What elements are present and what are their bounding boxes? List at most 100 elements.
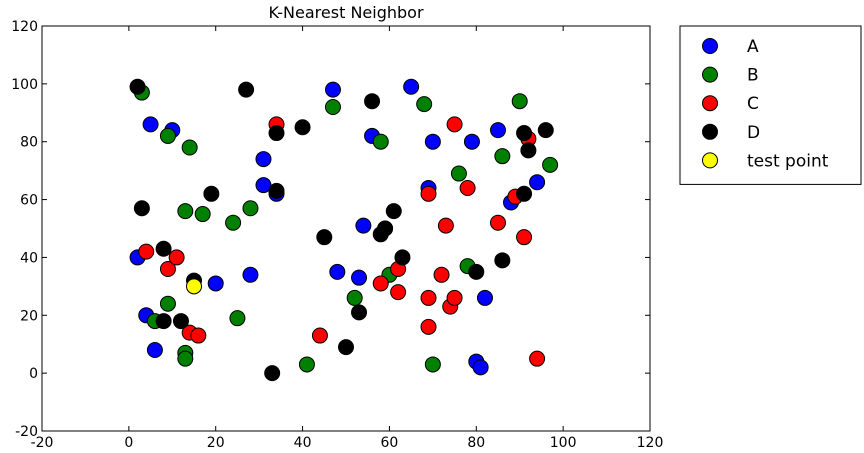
- data-point: [324, 99, 341, 115]
- data-point: [433, 266, 450, 283]
- x-tick-label: 20: [207, 435, 225, 451]
- y-tick-label: 100: [11, 77, 38, 93]
- data-point: [372, 275, 389, 292]
- data-point: [437, 217, 454, 234]
- x-tick-label: 40: [294, 435, 312, 451]
- x-tick-label: 80: [467, 435, 485, 451]
- data-point: [372, 133, 389, 150]
- data-point: [133, 200, 150, 217]
- axis-ticks: -20 0 20 40 60 80 100 120 -20 0 20 40 60 80 100 120: [11, 19, 663, 451]
- data-point: [494, 252, 511, 269]
- data-point: [385, 203, 402, 220]
- data-point: [298, 356, 315, 373]
- data-point: [229, 310, 246, 327]
- data-point: [355, 217, 372, 234]
- data-point: [203, 185, 220, 202]
- legend-label: A: [747, 37, 759, 57]
- data-point: [186, 278, 202, 295]
- data-point: [516, 125, 533, 142]
- data-point: [529, 350, 546, 367]
- legend-label: B: [747, 66, 759, 86]
- data-point: [351, 269, 368, 286]
- data-point: [364, 93, 381, 110]
- data-point: [159, 295, 176, 312]
- y-tick-label: 0: [29, 366, 38, 382]
- data-point: [138, 243, 155, 260]
- legend-marker: [702, 38, 718, 54]
- y-tick-label: -20: [15, 424, 38, 440]
- data-point: [424, 133, 441, 150]
- legend-marker: [702, 152, 718, 169]
- data-point: [529, 174, 546, 191]
- data-point: [168, 249, 185, 266]
- data-point: [190, 327, 207, 344]
- data-points: [129, 78, 559, 382]
- data-point: [155, 240, 172, 257]
- data-point: [424, 356, 441, 373]
- chart-title: K-Nearest Neighbor: [268, 3, 423, 22]
- x-tick-label: 60: [381, 435, 399, 451]
- data-point: [420, 185, 437, 202]
- data-point: [511, 93, 528, 110]
- data-point: [294, 119, 311, 136]
- data-point: [476, 289, 493, 306]
- data-point: [268, 182, 285, 199]
- data-point: [242, 200, 259, 217]
- data-point: [494, 148, 511, 165]
- x-tick-label: 120: [637, 435, 664, 451]
- data-point: [516, 229, 533, 246]
- data-point: [459, 180, 476, 196]
- data-point: [146, 342, 163, 358]
- data-point: [225, 214, 242, 231]
- data-point: [472, 359, 489, 376]
- data-point: [537, 122, 554, 139]
- data-point: [311, 327, 328, 344]
- data-point: [516, 185, 533, 202]
- data-point: [177, 350, 194, 367]
- data-point: [463, 133, 480, 150]
- data-point: [255, 151, 272, 168]
- data-point: [351, 304, 368, 321]
- data-point: [468, 263, 485, 280]
- y-tick-label: 80: [20, 135, 38, 151]
- data-point: [194, 206, 211, 223]
- y-tick-label: 40: [20, 250, 38, 266]
- data-point: [129, 78, 146, 95]
- series-d: [129, 78, 554, 382]
- data-point: [377, 220, 394, 237]
- y-tick-label: 20: [20, 308, 38, 324]
- data-point: [520, 142, 537, 159]
- data-point: [420, 289, 437, 306]
- data-point: [446, 116, 463, 133]
- legend-marker: [702, 66, 718, 83]
- data-point: [446, 289, 463, 306]
- data-point: [450, 165, 467, 182]
- data-point: [159, 127, 176, 144]
- x-tick-label: -20: [31, 435, 54, 451]
- data-point: [264, 365, 281, 382]
- data-point: [490, 214, 506, 231]
- legend-marker: [702, 123, 718, 140]
- data-point: [403, 78, 420, 95]
- y-tick-label: 60: [20, 193, 38, 209]
- data-point: [268, 125, 285, 142]
- data-point: [142, 116, 159, 133]
- data-point: [172, 313, 189, 330]
- data-point: [316, 229, 333, 246]
- x-tick-label: 100: [550, 435, 577, 451]
- data-point: [390, 284, 407, 301]
- legend-marker: [702, 95, 718, 112]
- data-point: [155, 313, 172, 330]
- series-test-point: [186, 278, 202, 295]
- data-point: [181, 139, 198, 156]
- data-point: [542, 156, 559, 173]
- data-point: [242, 266, 259, 283]
- data-point: [177, 203, 194, 220]
- data-point: [238, 81, 255, 98]
- data-point: [490, 122, 506, 139]
- data-point: [329, 263, 346, 280]
- data-point: [394, 249, 411, 266]
- data-point: [416, 96, 433, 113]
